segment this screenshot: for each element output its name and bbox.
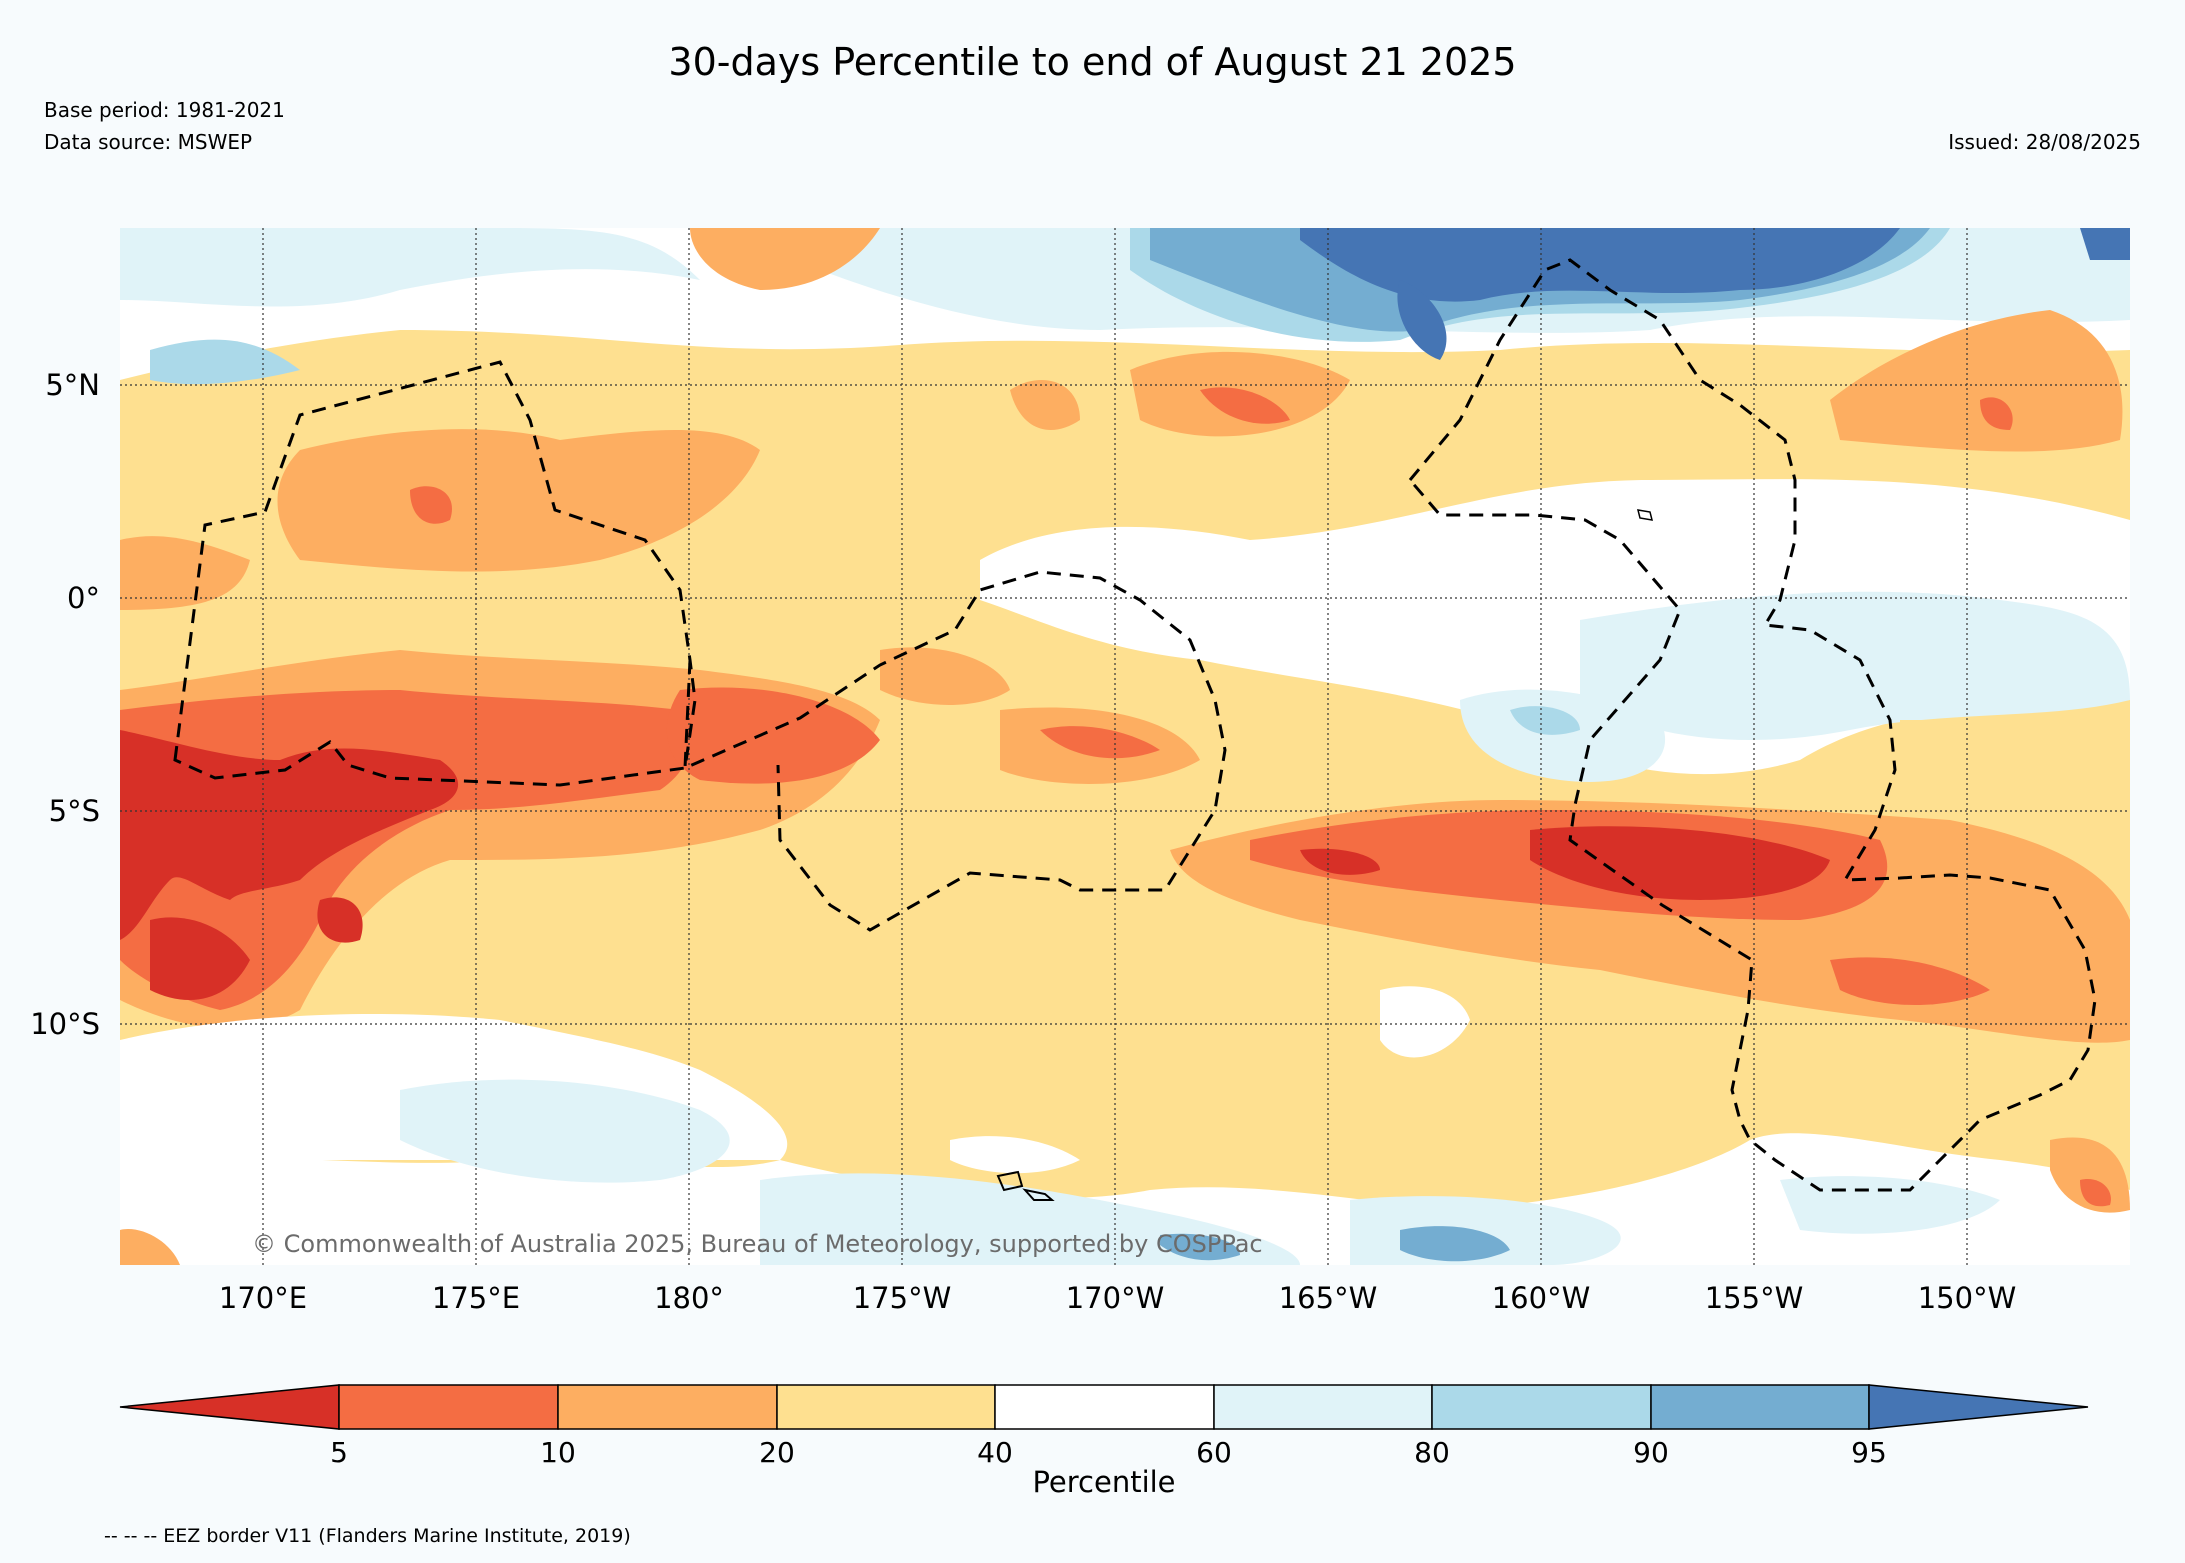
colorbar-segment [557, 1384, 778, 1430]
colorbar [119, 1384, 2089, 1430]
eez-footnote: -- -- -- EEZ border V11 (Flanders Marine… [104, 1525, 631, 1547]
colorbar-segment [338, 1384, 559, 1430]
colorbar-tick-label: 40 [977, 1436, 1013, 1469]
region-above-normal-east [1580, 591, 2130, 740]
eez-border [173, 258, 2097, 1192]
lon-tick-label: 170°W [1066, 1281, 1165, 1315]
colorbar-segment [1431, 1384, 1652, 1430]
region-wet-east [1510, 706, 1580, 735]
region-normal-strip-east [1900, 720, 2130, 740]
lat-tick-label: 5°N [45, 368, 100, 402]
map-title: 30-days Percentile to end of August 21 2… [668, 40, 1517, 84]
colorbar-tick-label: 5 [330, 1436, 348, 1469]
colorbar-segment [119, 1384, 340, 1430]
colorbar-tick-label: 80 [1414, 1436, 1450, 1469]
lat-tick-labels: 5°N 0° 5°S 10°S [30, 368, 100, 1041]
region-extreme-wet-patch [1397, 280, 1447, 360]
region-extreme-dry-sw [120, 730, 459, 940]
region-dry-far-east [2060, 936, 2130, 1003]
region-above-normal-nw [120, 228, 700, 307]
lat-tick-label: 10°S [30, 1007, 100, 1041]
region-near-normal-south-patch [1380, 986, 1470, 1058]
lon-tick-label: 175°W [853, 1281, 952, 1315]
region-very-dry-se-corner [2080, 1179, 2111, 1207]
lon-tick-label: 170°E [219, 1281, 307, 1315]
region-extreme-wet-ne [2080, 228, 2130, 260]
region-very-dry-ne [1980, 397, 2013, 430]
region-dry-north-3 [1010, 380, 1080, 430]
region-dry-north-1 [690, 228, 880, 290]
region-dry-ne [1830, 310, 2123, 452]
lon-tick-label: 180° [654, 1281, 724, 1315]
lon-tick-label: 150°W [1918, 1281, 2017, 1315]
colorbar-segment [1868, 1384, 2089, 1430]
region-very-wet-south-2 [1160, 1233, 1240, 1261]
copyright-text: © Commonwealth of Australia 2025, Bureau… [252, 1230, 1263, 1258]
lon-tick-label: 160°W [1492, 1281, 1591, 1315]
region-extreme-dry-se-2 [1300, 848, 1380, 875]
map-area: © Commonwealth of Australia 2025, Bureau… [120, 228, 2130, 1265]
region-extreme-dry-sw-2 [150, 917, 250, 1000]
lon-tick-label: 175°E [432, 1281, 520, 1315]
region-very-dry-west [410, 486, 452, 524]
region-very-dry-se-2 [1830, 957, 1990, 1005]
region-very-dry-central [666, 687, 880, 784]
colorbar-segment [1650, 1384, 1870, 1430]
lat-tick-label: 0° [67, 581, 100, 615]
gridlines [120, 228, 2130, 1265]
region-dry-corner-sw [120, 1229, 180, 1265]
colorbar-tick-labels: 5 10 20 40 60 80 90 95 [330, 1436, 1887, 1469]
lon-tick-label: 155°W [1705, 1281, 1804, 1315]
region-dry-far-west [120, 536, 250, 610]
region-extreme-dry-se [1530, 826, 1830, 900]
colorbar-tick-label: 10 [540, 1436, 576, 1469]
region-very-wet-south [1400, 1226, 1510, 1262]
region-extreme-dry-sw-3 [317, 897, 363, 943]
region-above-normal-sw [400, 1079, 730, 1183]
lon-tick-label: 165°W [1279, 1281, 1378, 1315]
colorbar-tick-label: 95 [1851, 1436, 1887, 1469]
island-outline [1636, 509, 1654, 521]
data-source: Data source: MSWEP [44, 130, 253, 154]
issued-date: Issued: 28/08/2025 [1948, 130, 2141, 154]
region-very-dry-north-2 [1200, 387, 1290, 424]
colorbar-label: Percentile [1032, 1465, 1175, 1499]
region-very-dry-central-2 [1040, 726, 1160, 759]
colorbar-tick-label: 60 [1196, 1436, 1232, 1469]
colorbar-tick-label: 90 [1633, 1436, 1669, 1469]
region-dry-west [277, 429, 760, 572]
region-dry-central-1 [880, 647, 1010, 705]
colorbar-segment [994, 1384, 1215, 1430]
region-near-normal-s-patch [950, 1136, 1080, 1174]
lat-tick-label: 5°S [49, 794, 100, 828]
colorbar-segment [1213, 1384, 1433, 1430]
region-extreme-wet-north [1300, 228, 1900, 302]
base-period: Base period: 1981-2021 [44, 98, 285, 122]
colorbar-segment [776, 1384, 996, 1430]
colorbar-tick-label: 20 [759, 1436, 795, 1469]
island-outline [1022, 1188, 1055, 1201]
island-outline [996, 1170, 1024, 1192]
lon-tick-labels: 170°E 175°E 180° 175°W 170°W 165°W 160°W… [219, 1281, 2016, 1315]
